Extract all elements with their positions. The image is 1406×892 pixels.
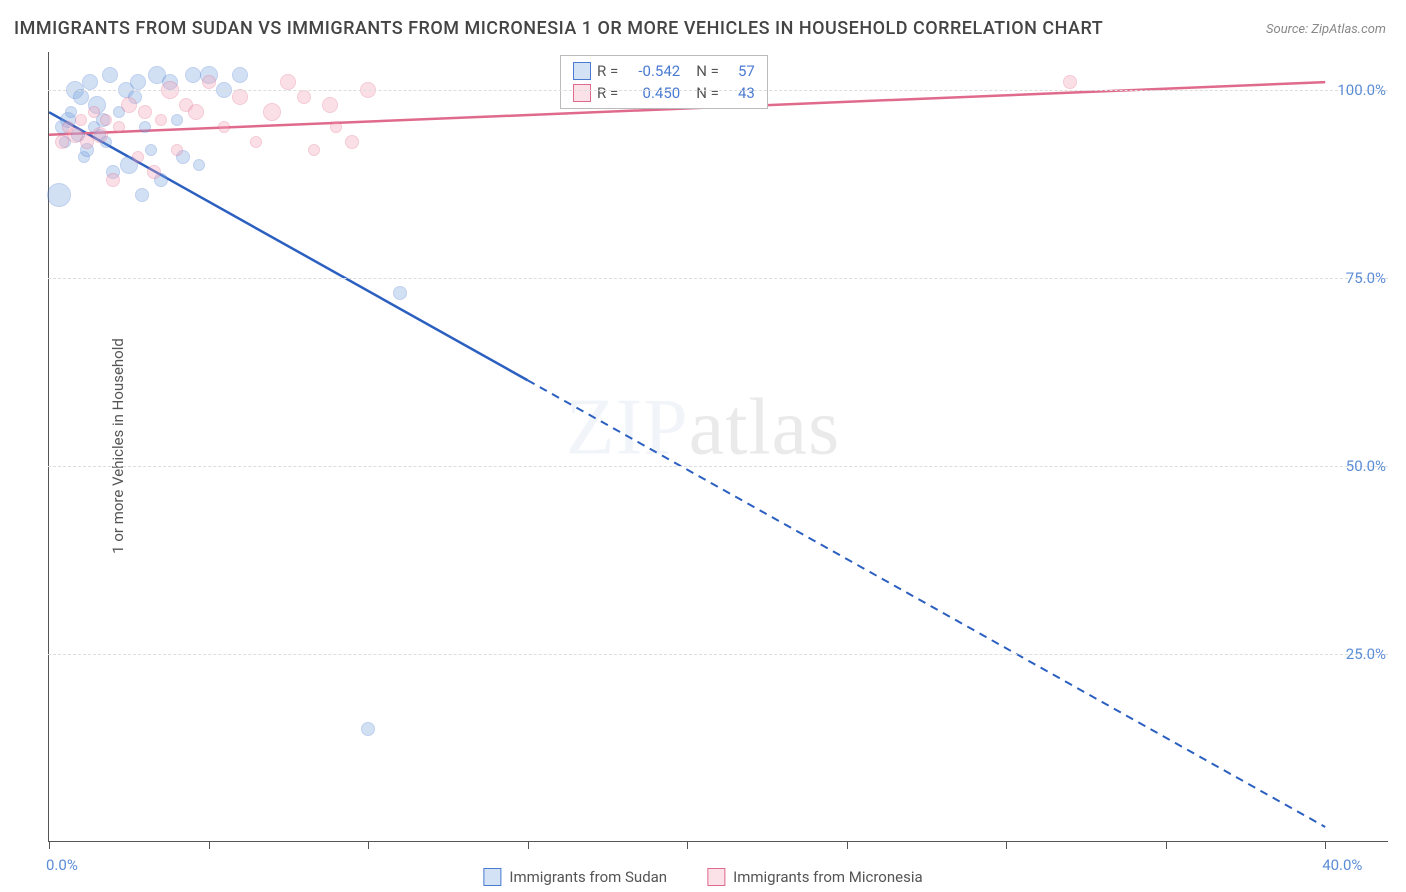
x-tick (368, 841, 369, 849)
sudan-point (171, 114, 183, 126)
n-value: 57 (725, 62, 755, 80)
sudan-point (130, 74, 146, 90)
sudan-trendline-dashed (528, 380, 1326, 827)
micronesia-point (155, 114, 167, 126)
legend-row-sudan: R = -0.542 N = 57 (573, 60, 755, 82)
y-tick-label: 25.0% (1346, 645, 1386, 663)
micronesia-point (147, 165, 161, 179)
sudan-point (135, 188, 149, 202)
n-label: N = (696, 62, 719, 80)
micronesia-point (100, 114, 112, 126)
micronesia-point (92, 127, 108, 143)
r-label: R = (597, 62, 618, 80)
sudan-point (139, 121, 151, 133)
sudan-point (82, 74, 98, 90)
micronesia-point (308, 144, 320, 156)
sudan-point (232, 67, 248, 83)
series-legend-item-sudan: Immigrants from Sudan (483, 868, 667, 886)
y-tick-label: 100.0% (1337, 81, 1386, 99)
sudan-point (145, 144, 157, 156)
micronesia-point (113, 121, 125, 133)
r-label: R = (597, 84, 618, 102)
sudan-swatch-icon (573, 62, 591, 80)
micronesia-point (106, 173, 120, 187)
chart-title: IMMIGRANTS FROM SUDAN VS IMMIGRANTS FROM… (14, 18, 1103, 39)
series-legend: Immigrants from Sudan Immigrants from Mic… (483, 868, 922, 886)
x-tick (847, 841, 848, 849)
x-tick-label: 40.0% (1322, 856, 1362, 874)
micronesia-swatch-icon (573, 84, 591, 102)
gridline (48, 278, 1388, 279)
micronesia-point (345, 135, 359, 149)
micronesia-point (121, 97, 137, 113)
series-name: Immigrants from Micronesia (733, 868, 923, 886)
x-tick (209, 841, 210, 849)
sudan-point (185, 67, 201, 83)
trend-lines-layer (49, 52, 1389, 842)
micronesia-point (75, 114, 87, 126)
sudan-point (102, 67, 118, 83)
n-label: N = (696, 84, 719, 102)
n-value: 43 (725, 84, 755, 102)
micronesia-point (218, 121, 230, 133)
micronesia-point (1063, 75, 1077, 89)
sudan-point (193, 159, 205, 171)
series-name: Immigrants from Sudan (509, 868, 667, 886)
micronesia-swatch-icon (707, 868, 725, 886)
micronesia-point (280, 74, 296, 90)
micronesia-point (188, 104, 204, 120)
micronesia-point (297, 90, 311, 104)
gridline (48, 90, 1388, 91)
micronesia-point (132, 151, 144, 163)
micronesia-point (250, 136, 262, 148)
correlation-legend: R = -0.542 N = 57 R = 0.450 N = 43 (560, 55, 768, 109)
sudan-trendline (49, 112, 528, 380)
micronesia-point (322, 97, 338, 113)
x-tick-label: 0.0% (46, 856, 78, 874)
gridline (48, 466, 1388, 467)
sudan-point (47, 183, 71, 207)
micronesia-point (232, 89, 248, 105)
x-tick (49, 841, 50, 849)
micronesia-point (330, 121, 342, 133)
plot-area (48, 52, 1388, 842)
y-tick-label: 75.0% (1346, 269, 1386, 287)
micronesia-point (171, 144, 183, 156)
y-tick-label: 50.0% (1346, 457, 1386, 475)
sudan-point (393, 286, 407, 300)
r-value: 0.450 (624, 84, 680, 102)
series-legend-item-micronesia: Immigrants from Micronesia (707, 868, 923, 886)
gridline (48, 654, 1388, 655)
sudan-point (73, 89, 89, 105)
x-tick (1325, 841, 1326, 849)
x-tick (1166, 841, 1167, 849)
sudan-point (361, 722, 375, 736)
legend-row-micronesia: R = 0.450 N = 43 (573, 82, 755, 104)
micronesia-point (88, 106, 100, 118)
x-tick (1006, 841, 1007, 849)
micronesia-point (202, 75, 216, 89)
source-label: Source: ZipAtlas.com (1266, 22, 1386, 37)
x-tick (687, 841, 688, 849)
micronesia-point (263, 103, 281, 121)
x-tick (528, 841, 529, 849)
micronesia-point (138, 105, 152, 119)
r-value: -0.542 (624, 62, 680, 80)
sudan-swatch-icon (483, 868, 501, 886)
